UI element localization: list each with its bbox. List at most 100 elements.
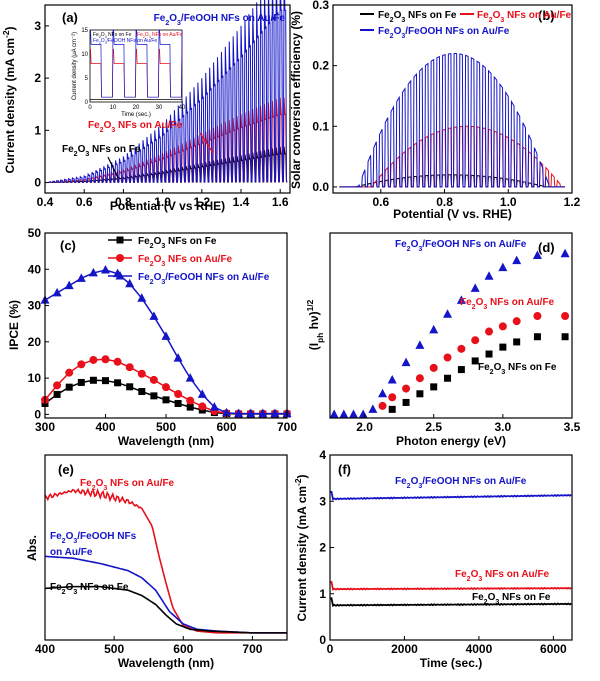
- data-point: [101, 355, 110, 364]
- y-axis-label: (Iph hν)1/2: [305, 299, 325, 350]
- x-tick-label: 700: [242, 642, 262, 656]
- panel-c: 300 400 500 600 700 0 10 20 30 40 50 Wavelength (nm…: [7, 226, 297, 448]
- data-point: [401, 357, 411, 367]
- data-point: [89, 376, 97, 384]
- data-point: [137, 293, 147, 302]
- inset-x-tick-label: 0: [88, 105, 92, 111]
- data-point: [185, 373, 195, 382]
- data-point: [358, 409, 368, 419]
- annotation: Fe2O3 NFs on Fe: [62, 144, 141, 158]
- data-point: [125, 363, 134, 372]
- data-point: [76, 273, 86, 282]
- x-tick-label: 0.8: [115, 195, 132, 209]
- stability-trace-red: [329, 581, 572, 591]
- legend-marker: [115, 271, 125, 280]
- data-point: [113, 357, 122, 366]
- data-point: [457, 366, 465, 374]
- data-point: [102, 377, 109, 385]
- x-tick-label: 1.4: [233, 195, 250, 209]
- inset-legend-entry: Fe2O3 NFs on Fe: [93, 32, 132, 39]
- x-tick-label: 300: [35, 420, 55, 434]
- inset-chart: 0 10 20 30 40 0 5 10 15 Time (sec.) Current densit…: [72, 28, 186, 118]
- legend-entry: Fe2O3 NFs on Au/Fe: [138, 254, 233, 268]
- data-point: [198, 402, 207, 411]
- data-point: [137, 369, 146, 378]
- data-point: [485, 327, 494, 336]
- data-point: [429, 324, 439, 334]
- data-point: [485, 350, 493, 358]
- x-tick-label: 2.5: [425, 420, 442, 434]
- data-point: [125, 278, 135, 288]
- legend-entry: Fe2O3 NFs on Fe: [378, 10, 457, 24]
- data-point: [258, 408, 268, 418]
- data-point: [138, 388, 146, 396]
- inset-y-tick-label: 15: [81, 28, 88, 34]
- data-point: [162, 396, 170, 404]
- data-point: [52, 287, 62, 297]
- data-point: [429, 363, 438, 372]
- x-tick-label: 700: [277, 420, 297, 434]
- stability-trace-blue: [329, 490, 572, 501]
- data-point: [512, 255, 522, 265]
- panel-b: 0.6 0.8 1.0 1.2 0.0 0.1 0.2 0.3 Potential (V vs.…: [289, 0, 581, 221]
- data-point: [415, 374, 424, 383]
- panel-label: (f): [338, 462, 351, 477]
- panel-label: (c): [60, 238, 76, 253]
- data-point: [402, 384, 411, 393]
- data-point: [53, 390, 61, 398]
- data-point: [561, 333, 569, 341]
- inset-y-tick-label: 5: [85, 76, 89, 82]
- data-point: [416, 390, 424, 398]
- panel-e: 400 500 600 700 Wavelength (nm) Abs. (e) Fe2O3 …: [25, 454, 288, 670]
- data-point: [532, 250, 542, 259]
- data-point: [209, 402, 219, 411]
- x-tick-label: 3.0: [495, 420, 512, 434]
- data-point: [415, 340, 425, 349]
- x-tick-label: 600: [216, 420, 236, 434]
- data-point: [368, 404, 378, 413]
- data-point: [388, 393, 397, 402]
- data-point: [512, 317, 521, 326]
- y-axis-label: Current density (mA cm-2): [293, 474, 309, 621]
- legend-marker: [116, 254, 124, 262]
- inset-y-tick-label: 10: [81, 52, 88, 58]
- y-axis-label: Abs.: [25, 535, 39, 561]
- panel-label: (b): [538, 8, 555, 23]
- ipce-line-blue: [44, 269, 287, 415]
- panel-a: 0.4 0.6 0.8 1.0 1.2 1.4 1.6 0 1 2 3 Potential (V vs…: [1, 0, 291, 213]
- series-label: Fe2O3 NFs on Fe: [478, 362, 557, 376]
- x-tick-label: 400: [95, 420, 115, 434]
- data-point: [77, 378, 85, 386]
- data-point: [533, 333, 541, 341]
- legend-entry: Fe2O3/FeOOH NFs on Au/Fe: [138, 272, 270, 286]
- x-axis-label: Wavelength (nm): [118, 656, 214, 670]
- data-point: [471, 336, 480, 345]
- annotation: Fe2O3 NFs on Au/Fe: [88, 120, 183, 134]
- x-tick-label: 500: [104, 642, 124, 656]
- plot-frame: [329, 232, 573, 419]
- x-tick-label: 400: [35, 642, 55, 656]
- chopped-trace-blue: [48, 0, 288, 184]
- data-point: [114, 379, 122, 387]
- data-point: [329, 409, 339, 419]
- data-point: [197, 389, 207, 398]
- series-label: Fe2O3 NFs on Au/Fe: [80, 478, 175, 492]
- series-label: Fe2O3/FeOOH NFs on Au/Fe: [395, 239, 527, 253]
- series-label: Fe2O3 NFs on Au/Fe: [460, 297, 555, 311]
- data-point: [349, 409, 359, 419]
- x-tick-label: 3.5: [564, 420, 581, 434]
- inset-x-label: Time (sec.): [121, 112, 151, 118]
- inset-x-tick-label: 10: [110, 105, 117, 111]
- annotation: Fe2O3/FeOOH NFs on Au/Fe: [154, 13, 286, 27]
- y-tick-label: 30: [28, 299, 42, 313]
- y-tick-label: 4: [319, 448, 326, 462]
- x-tick-label: 1.2: [564, 195, 581, 209]
- annotation-arrow: [107, 156, 119, 179]
- legend-entry: Fe2O3/FeOOH NFs on Au/Fe: [378, 26, 510, 40]
- y-tick-label: 0.0: [312, 180, 329, 194]
- series-label: Fe2O3 NFs on Fe: [50, 582, 129, 596]
- panel-f: 0 2000 4000 6000 0 1 2 3 4 Time (sec.) Current den…: [293, 448, 573, 670]
- inset-y-tick-label: 0: [85, 100, 89, 106]
- stability-trace-black: [329, 597, 572, 607]
- data-point: [402, 398, 410, 406]
